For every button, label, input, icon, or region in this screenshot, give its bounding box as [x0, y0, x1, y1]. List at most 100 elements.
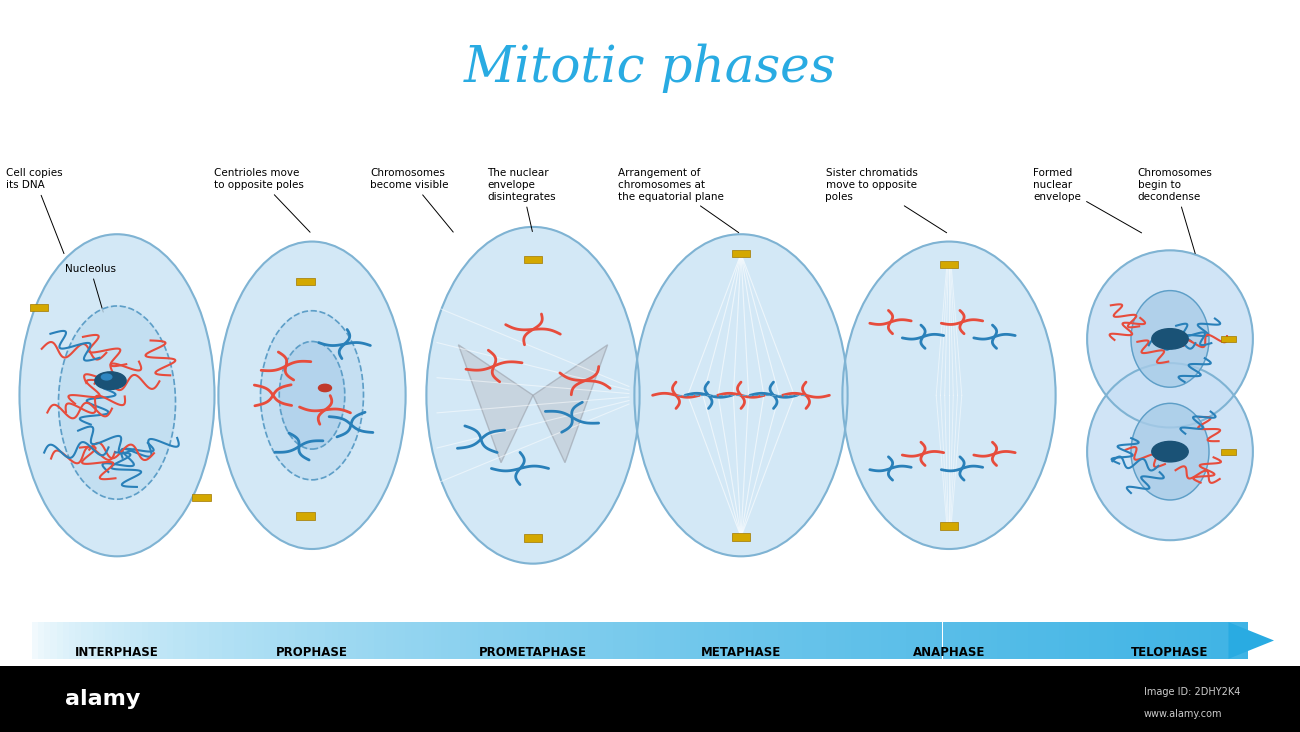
Bar — [954, 622, 961, 659]
Bar — [992, 622, 997, 659]
Bar — [1126, 622, 1132, 659]
Bar — [277, 622, 282, 659]
Bar — [270, 622, 277, 659]
Bar — [850, 622, 857, 659]
Bar — [99, 622, 105, 659]
Bar — [942, 622, 949, 659]
Bar — [1169, 622, 1175, 659]
Text: alamy: alamy — [65, 689, 140, 709]
Bar — [521, 622, 527, 659]
Bar — [686, 622, 692, 659]
Bar — [1022, 622, 1028, 659]
Bar — [1132, 622, 1138, 659]
Bar — [295, 622, 300, 659]
Bar — [381, 622, 386, 659]
Bar — [881, 622, 888, 659]
Bar — [698, 622, 705, 659]
Bar — [625, 622, 630, 659]
Bar — [747, 622, 753, 659]
Bar — [1015, 622, 1022, 659]
Bar — [827, 622, 832, 659]
Bar — [924, 622, 931, 659]
Bar — [1028, 622, 1035, 659]
Bar — [185, 622, 191, 659]
Bar — [710, 622, 716, 659]
FancyBboxPatch shape — [940, 261, 958, 268]
Bar — [900, 622, 906, 659]
Bar — [508, 622, 515, 659]
Bar — [1010, 622, 1015, 659]
Bar — [1242, 622, 1248, 659]
Bar — [771, 622, 777, 659]
Bar — [1138, 622, 1144, 659]
Bar — [949, 622, 954, 659]
Bar — [216, 622, 221, 659]
Bar — [460, 622, 465, 659]
Text: www.alamy.com: www.alamy.com — [1144, 709, 1222, 719]
Bar — [802, 622, 809, 659]
Ellipse shape — [58, 306, 176, 499]
Bar — [588, 622, 594, 659]
Circle shape — [1152, 329, 1188, 349]
Bar — [87, 622, 94, 659]
Bar — [1180, 622, 1187, 659]
Bar — [649, 622, 655, 659]
Bar — [94, 622, 99, 659]
Text: ANAPHASE: ANAPHASE — [913, 646, 985, 659]
Bar — [356, 622, 361, 659]
FancyBboxPatch shape — [296, 512, 315, 520]
Bar — [1119, 622, 1126, 659]
Bar — [26, 622, 32, 659]
Bar — [870, 622, 875, 659]
Bar — [606, 622, 612, 659]
Bar — [863, 622, 870, 659]
Bar — [173, 622, 178, 659]
Bar — [1223, 622, 1230, 659]
Bar — [906, 622, 911, 659]
Bar — [313, 622, 320, 659]
Bar — [1175, 622, 1180, 659]
Bar — [117, 622, 124, 659]
Ellipse shape — [218, 242, 406, 549]
Bar — [75, 622, 81, 659]
FancyBboxPatch shape — [732, 534, 750, 540]
Bar — [1095, 622, 1101, 659]
Bar — [576, 622, 582, 659]
Bar — [259, 622, 264, 659]
Bar — [662, 622, 668, 659]
Bar — [252, 622, 259, 659]
Bar — [515, 622, 521, 659]
FancyBboxPatch shape — [296, 278, 315, 285]
Bar — [540, 622, 546, 659]
Text: Image ID: 2DHY2K4: Image ID: 2DHY2K4 — [1144, 687, 1240, 697]
Bar — [166, 622, 173, 659]
Bar — [69, 622, 75, 659]
Bar — [1035, 622, 1040, 659]
FancyBboxPatch shape — [940, 523, 958, 529]
Bar — [343, 622, 350, 659]
Bar — [393, 622, 399, 659]
Bar — [741, 622, 747, 659]
Bar — [582, 622, 588, 659]
Circle shape — [1152, 441, 1188, 462]
Bar — [533, 622, 540, 659]
Bar — [1212, 622, 1217, 659]
Bar — [411, 622, 417, 659]
Bar — [350, 622, 356, 659]
Bar — [845, 622, 850, 659]
Text: PROPHASE: PROPHASE — [276, 646, 348, 659]
Bar — [447, 622, 454, 659]
Bar — [777, 622, 784, 659]
Bar — [913, 622, 918, 659]
Bar — [465, 622, 472, 659]
Ellipse shape — [634, 234, 848, 556]
FancyBboxPatch shape — [30, 304, 48, 311]
Bar — [820, 622, 827, 659]
FancyBboxPatch shape — [192, 494, 211, 501]
Ellipse shape — [1087, 363, 1253, 540]
Bar — [931, 622, 936, 659]
Bar — [1144, 622, 1150, 659]
Ellipse shape — [280, 341, 344, 449]
Bar — [1193, 622, 1199, 659]
Bar — [546, 622, 551, 659]
